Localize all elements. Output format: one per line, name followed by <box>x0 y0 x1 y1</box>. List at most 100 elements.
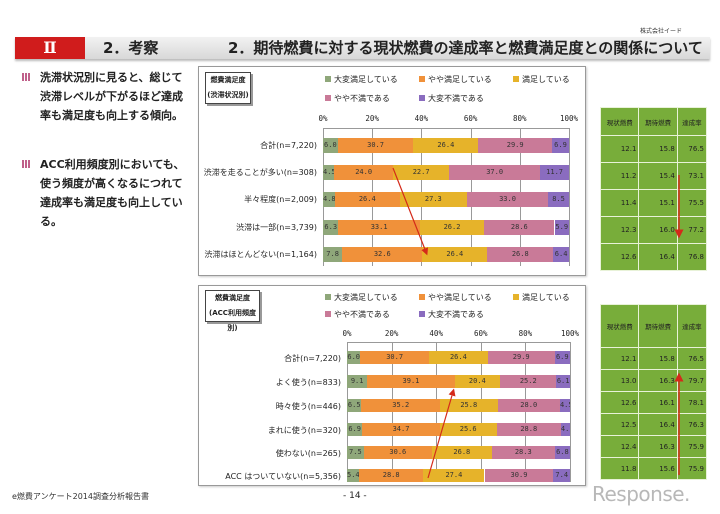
bar-segment: 26.4 <box>422 247 488 262</box>
bar-segment: 27.4 <box>423 469 485 482</box>
bar-segment: 30.6 <box>363 446 432 459</box>
bar-segment: 4.1 <box>560 423 570 436</box>
box-label-line: 燃費満足度 <box>210 76 246 84</box>
company-name: 株式会社イード <box>640 28 683 35</box>
legend-swatch-icon <box>325 294 331 300</box>
bar-segment: 30.7 <box>337 138 414 153</box>
axis-tick-label: 40% <box>429 329 443 338</box>
legend-item: 大変不満である <box>419 93 484 104</box>
legend-item: 大変不満である <box>419 309 484 320</box>
bullet-text: ACC利用頻度別においても、使う頻度が高くなるにつれて達成率も満足度も向上してい… <box>40 158 185 228</box>
gridline <box>480 342 482 482</box>
legend-item: 満足している <box>513 292 570 303</box>
table-header-cell: 現状燃費 <box>599 304 640 348</box>
bar-segment: 6.8 <box>554 446 570 459</box>
gridline <box>391 342 393 482</box>
bar-segment: 27.3 <box>399 192 467 207</box>
table-cell: 78.1 <box>676 391 708 414</box>
gridline <box>570 342 571 482</box>
bar-segment: 6.9 <box>347 423 363 436</box>
category-label: 渋滞はほとんどない(n=1,164) <box>204 250 317 259</box>
gridline <box>436 342 438 482</box>
bar-segment: 28.6 <box>484 220 555 235</box>
axis-tick-label: 60% <box>463 114 478 123</box>
report-name: e燃費アンケート2014調査分析報告書 <box>12 492 149 501</box>
legend-label: 大変不満である <box>428 310 484 319</box>
legend-label: 大変不満である <box>428 94 484 103</box>
category-label: 渋滞を走ることが多い(n=308) <box>203 168 317 177</box>
bullet-marker-icon <box>22 160 30 168</box>
trend-arrow-chart-1 <box>392 167 429 256</box>
gridline <box>569 128 570 266</box>
table-cell: 15.4 <box>638 162 678 190</box>
trend-arrow-chart-2 <box>427 388 456 479</box>
legend-label: 大変満足している <box>334 75 398 84</box>
bullet-marker-icon <box>22 73 30 81</box>
bar-segment: 26.4 <box>428 351 488 364</box>
bar-segment: 6.0 <box>323 138 338 153</box>
category-label: 渋滞は一部(n=3,739) <box>236 223 317 232</box>
legend-label: やや不満である <box>334 94 390 103</box>
bar-segment: 24.0 <box>334 165 394 180</box>
bar-segment: 6.1 <box>556 375 570 388</box>
legend-item: やや不満である <box>325 309 390 320</box>
table-row: 12.6 16.4 76.8 <box>599 243 708 271</box>
legend-swatch-icon <box>325 76 331 82</box>
bar-segment: 8.5 <box>548 192 569 207</box>
legend-label: 満足している <box>522 293 570 302</box>
table-cell: 75.9 <box>676 457 708 480</box>
bar-segment: 28.0 <box>497 399 560 412</box>
table-header-cell: 達成率 <box>676 107 708 136</box>
axis-tick-label: 20% <box>384 329 399 338</box>
category-label: 使わない(n=265) <box>275 449 341 458</box>
table-cell: 15.6 <box>638 457 678 480</box>
legend-swatch-icon <box>419 311 425 317</box>
legend-item: やや不満である <box>325 93 390 104</box>
table-cell: 75.5 <box>676 189 708 217</box>
bullet-text: 洗滞状況別に見ると、総じて渋滞レベルが下がるほど達成率も満足度も向上する傾向。 <box>40 71 183 122</box>
legend-swatch-icon <box>419 294 425 300</box>
table-row: 13.0 16.3 79.7 <box>599 369 708 392</box>
table-cell: 12.6 <box>599 243 640 271</box>
table-cell: 77.2 <box>676 216 708 244</box>
chart-box-label: 燃費満足度 (ACC利用頻度別) <box>205 290 260 332</box>
category-label: まれに使う(n=320) <box>267 426 341 435</box>
table-row: 12.4 16.3 75.9 <box>599 435 708 458</box>
bar-segment: 37.0 <box>449 165 541 180</box>
response-logo: Response. <box>592 482 690 506</box>
bar-segment: 5.9 <box>554 220 569 235</box>
bar-segment: 33.0 <box>466 192 549 207</box>
legend-item: やや満足している <box>419 74 492 85</box>
category-label: 時々使う(n=446) <box>275 402 341 411</box>
table-header-cell: 現状燃費 <box>599 107 640 136</box>
box-label-line: 燃費満足度 <box>215 294 250 302</box>
bar-segment: 30.7 <box>360 351 429 364</box>
axis-tick-label: 80% <box>513 114 527 123</box>
page-number: - 14 - <box>343 491 367 501</box>
bar-segment: 32.6 <box>342 247 423 262</box>
legend-item: やや満足している <box>419 292 492 303</box>
chapter-badge: Ⅱ <box>15 37 85 59</box>
gridline <box>525 342 527 482</box>
table-row: 11.4 15.1 75.5 <box>599 189 708 217</box>
table-header-row: 現状燃費 期待燃費 達成率 <box>599 107 708 136</box>
legend-label: 大変満足している <box>334 293 398 302</box>
table-header-cell: 期待燃費 <box>638 304 678 348</box>
table-header-cell: 期待燃費 <box>638 107 678 136</box>
axis-line <box>347 342 570 343</box>
axis-tick-label: 0% <box>342 329 352 338</box>
axis-tick-label: 40% <box>414 114 429 123</box>
table-header-cell: 達成率 <box>676 304 708 348</box>
bar-segment: 26.8 <box>487 247 554 262</box>
bar-segment: 33.1 <box>338 220 420 235</box>
axis-tick-label: 80% <box>518 329 533 338</box>
bar-segment: 30.9 <box>484 469 554 482</box>
gridline <box>347 342 348 482</box>
legend-swatch-icon <box>513 76 519 82</box>
bar-segment: 28.3 <box>491 446 555 459</box>
table-cell: 76.8 <box>676 243 708 271</box>
bar-segment: 6.4 <box>553 247 569 262</box>
legend-swatch-icon <box>325 95 331 101</box>
bullet-1: 洗滞状況別に見ると、総じて渋滞レベルが下がるほど達成率も満足度も向上する傾向。 <box>22 68 187 125</box>
